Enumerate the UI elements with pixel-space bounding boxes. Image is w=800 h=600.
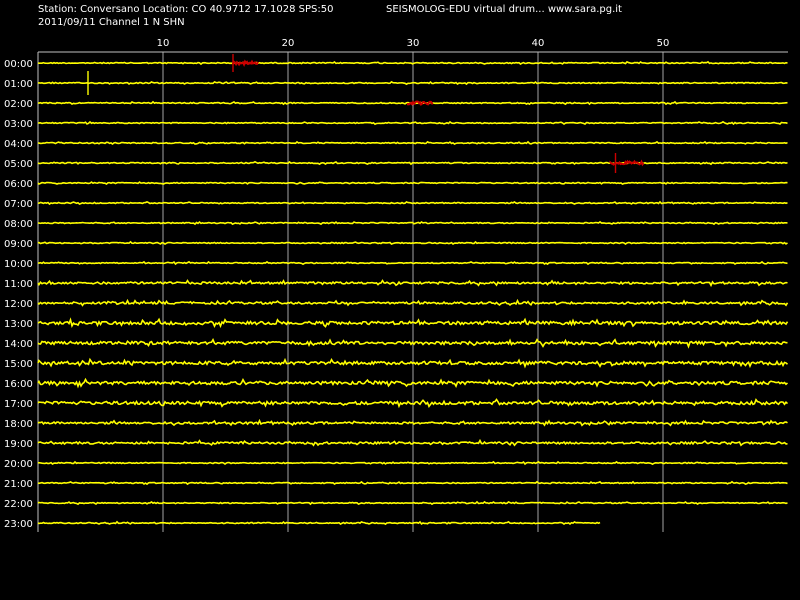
- trace-line: [37, 317, 789, 329]
- row-time-label: 06:00: [4, 179, 33, 190]
- trace-line: [37, 298, 789, 307]
- trace-line: [37, 500, 788, 506]
- trace-line: [37, 120, 788, 126]
- row-time-label: 07:00: [4, 199, 33, 210]
- trace-line: [37, 279, 788, 288]
- row-time-label: 12:00: [4, 299, 33, 310]
- trace-line: [37, 260, 788, 266]
- trace-line: [37, 460, 788, 466]
- trace-line: [37, 240, 788, 246]
- row-time-label: 05:00: [4, 159, 33, 170]
- row-time-label: 16:00: [4, 379, 33, 390]
- x-tick-label: 30: [407, 38, 420, 49]
- event-segment: [407, 100, 434, 107]
- row-time-label: 09:00: [4, 239, 33, 250]
- trace-line: [37, 520, 601, 526]
- x-tick-label: 50: [657, 38, 670, 49]
- trace-line: [37, 181, 788, 186]
- x-tick-label: 20: [282, 38, 295, 49]
- row-time-label: 23:00: [4, 519, 33, 530]
- row-time-label: 03:00: [4, 119, 33, 130]
- trace-line: [37, 480, 788, 486]
- row-time-label: 10:00: [4, 259, 33, 270]
- row-time-label: 17:00: [4, 399, 33, 410]
- row-time-label: 11:00: [4, 279, 33, 290]
- drum-title: SEISMOLOG-EDU virtual drum... www.sara.p…: [386, 4, 622, 15]
- trace-line: [37, 140, 788, 146]
- row-time-label: 00:00: [4, 59, 33, 70]
- trace-line: [37, 200, 788, 206]
- trace-line: [37, 60, 788, 66]
- row-time-label: 19:00: [4, 439, 33, 450]
- row-time-label: 18:00: [4, 419, 33, 430]
- trace-line: [37, 160, 788, 166]
- trace-line: [37, 418, 788, 427]
- x-tick-label: 40: [532, 38, 545, 49]
- trace-line: [37, 220, 788, 226]
- row-time-label: 04:00: [4, 139, 33, 150]
- x-tick-label: 10: [157, 38, 170, 49]
- row-time-label: 20:00: [4, 459, 33, 470]
- event-segment: [232, 59, 259, 67]
- row-time-label: 15:00: [4, 359, 33, 370]
- row-time-label: 13:00: [4, 319, 33, 330]
- trace-line: [37, 357, 789, 369]
- row-time-label: 14:00: [4, 339, 33, 350]
- trace-line: [37, 377, 789, 389]
- row-time-label: 02:00: [4, 99, 33, 110]
- station-info: Station: Conversano Location: CO 40.9712…: [38, 4, 334, 15]
- row-time-label: 22:00: [4, 499, 33, 510]
- trace-line: [37, 398, 789, 409]
- trace-line: [37, 438, 788, 447]
- trace-line: [37, 80, 788, 86]
- trace-line: [37, 338, 788, 349]
- row-time-label: 01:00: [4, 79, 33, 90]
- row-time-label: 08:00: [4, 219, 33, 230]
- date-channel-info: 2011/09/11 Channel 1 N SHN: [38, 17, 185, 28]
- row-time-label: 21:00: [4, 479, 33, 490]
